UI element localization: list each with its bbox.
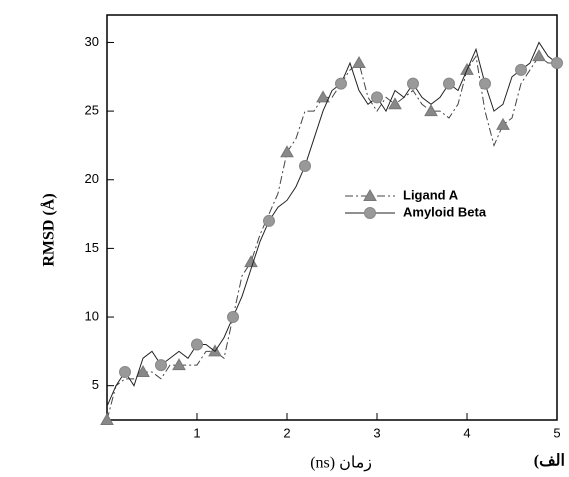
marker-triangle bbox=[280, 145, 294, 158]
y-tick-label: 5 bbox=[92, 377, 99, 392]
marker-triangle bbox=[363, 188, 377, 201]
x-tick-label: 4 bbox=[463, 425, 470, 440]
marker-triangle bbox=[136, 364, 150, 377]
marker-triangle bbox=[388, 97, 402, 110]
x-tick-label: 3 bbox=[373, 425, 380, 440]
y-tick-label: 15 bbox=[85, 240, 99, 255]
marker-circle bbox=[407, 77, 419, 90]
marker-triangle bbox=[532, 49, 546, 62]
series-line bbox=[106, 54, 557, 421]
y-tick-label: 30 bbox=[85, 34, 99, 49]
series-line bbox=[106, 41, 558, 407]
marker-circle bbox=[551, 57, 563, 70]
marker-circle bbox=[479, 77, 491, 90]
x-tick-label: 1 bbox=[193, 425, 200, 440]
y-tick-label: 10 bbox=[85, 308, 99, 323]
marker-circle bbox=[515, 63, 527, 76]
marker-circle bbox=[263, 214, 275, 227]
marker-circle bbox=[299, 160, 311, 173]
marker-circle bbox=[227, 311, 239, 324]
marker-triangle bbox=[496, 117, 510, 130]
marker-triangle bbox=[316, 90, 330, 103]
marker-triangle bbox=[424, 104, 438, 117]
plot-frame bbox=[106, 14, 558, 421]
panel-label: الف) bbox=[534, 453, 565, 470]
legend-label: Ligand A bbox=[403, 187, 459, 202]
marker-circle bbox=[155, 359, 167, 372]
marker-circle bbox=[191, 338, 203, 351]
x-tick-label: 2 bbox=[283, 425, 290, 440]
marker-circle bbox=[335, 77, 347, 90]
marker-triangle bbox=[100, 412, 114, 425]
y-tick-label: 20 bbox=[85, 171, 99, 186]
y-tick-label: 25 bbox=[85, 103, 99, 118]
marker-triangle bbox=[172, 358, 186, 371]
legend-label: Amyloid Beta bbox=[403, 204, 487, 219]
y-axis-label: RMSD (Å) bbox=[40, 193, 58, 266]
marker-circle bbox=[119, 365, 131, 378]
marker-circle bbox=[443, 77, 455, 90]
marker-triangle bbox=[352, 56, 366, 69]
x-axis-label: زمان (ns) bbox=[310, 455, 372, 472]
x-tick-label: 5 bbox=[553, 425, 560, 440]
marker-circle bbox=[371, 91, 383, 104]
marker-circle bbox=[364, 207, 376, 219]
